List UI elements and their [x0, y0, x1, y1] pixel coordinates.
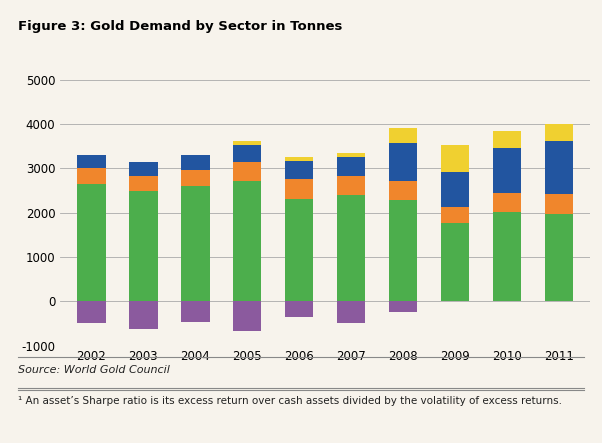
Bar [441, 207, 469, 223]
Text: ¹ An asset’s Sharpe ratio is its excess return over cash assets divided by the v: ¹ An asset’s Sharpe ratio is its excess … [18, 396, 562, 407]
Bar [77, 184, 105, 301]
Bar [441, 172, 469, 207]
Bar [545, 281, 573, 301]
Bar [545, 141, 573, 194]
Bar [77, 301, 105, 323]
Bar [441, 145, 469, 172]
Bar [389, 143, 417, 181]
Bar [285, 301, 314, 317]
Bar [285, 161, 314, 179]
Bar [545, 124, 573, 141]
Bar [545, 194, 573, 214]
Bar [181, 170, 209, 186]
Bar [389, 128, 417, 143]
Bar [337, 176, 365, 195]
Bar [233, 301, 261, 330]
Bar [337, 195, 365, 301]
Bar [129, 163, 158, 175]
Bar [492, 298, 521, 301]
Bar [181, 301, 209, 323]
Bar [545, 214, 573, 301]
Bar [233, 145, 261, 162]
Bar [285, 157, 314, 161]
Bar [492, 193, 521, 212]
Bar [181, 186, 209, 301]
Bar [389, 301, 417, 312]
Bar [77, 155, 105, 168]
Bar [441, 223, 469, 301]
Bar [389, 181, 417, 200]
Text: Source: World Gold Council: Source: World Gold Council [18, 365, 170, 376]
Bar [77, 168, 105, 184]
Bar [492, 148, 521, 193]
Bar [285, 199, 314, 301]
Bar [129, 175, 158, 191]
Bar [129, 301, 158, 329]
Bar [233, 141, 261, 145]
Text: Figure 3: Gold Demand by Sector in Tonnes: Figure 3: Gold Demand by Sector in Tonne… [18, 20, 343, 33]
Bar [233, 162, 261, 181]
Bar [129, 191, 158, 301]
Bar [233, 181, 261, 301]
Bar [389, 200, 417, 301]
Bar [337, 301, 365, 323]
Bar [492, 131, 521, 148]
Bar [337, 157, 365, 176]
Bar [492, 212, 521, 301]
Bar [285, 179, 314, 199]
Bar [337, 153, 365, 157]
Bar [181, 155, 209, 170]
